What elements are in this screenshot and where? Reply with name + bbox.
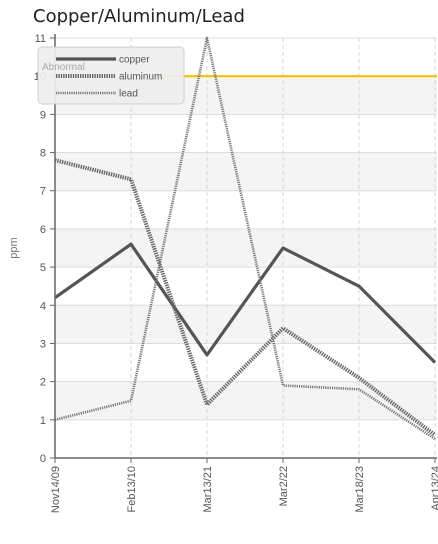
y-tick-label: 3 bbox=[40, 338, 46, 350]
legend: Abnormal copper aluminum lead bbox=[37, 46, 185, 105]
y-tick-label: 2 bbox=[40, 377, 46, 389]
legend-label-copper: copper bbox=[119, 55, 150, 66]
y-tick-label: 1 bbox=[40, 415, 46, 427]
y-tick-label: 6 bbox=[40, 224, 46, 236]
background-band bbox=[55, 381, 437, 420]
y-tick-label: 11 bbox=[35, 33, 46, 45]
x-tick-label: Mar2/22 bbox=[278, 466, 290, 506]
background-bands bbox=[55, 76, 437, 420]
legend-box bbox=[37, 46, 185, 105]
background-band bbox=[55, 152, 437, 191]
background-band bbox=[55, 228, 437, 268]
y-tick-label: 8 bbox=[40, 148, 46, 160]
y-tick-label: 5 bbox=[40, 262, 46, 274]
x-tick-label: Nov14/09 bbox=[50, 466, 62, 513]
y-tick-label: 0 bbox=[40, 453, 46, 465]
x-tick-label: Feb13/10 bbox=[126, 466, 138, 512]
x-tick-label: Apr13/24 bbox=[430, 466, 438, 511]
series-layer bbox=[54, 36, 437, 440]
chart-title: Copper/Aluminum/Lead bbox=[33, 6, 245, 27]
legend-label-aluminum: aluminum bbox=[119, 72, 162, 83]
y-tick-label: 7 bbox=[40, 186, 46, 198]
series-line-aluminum bbox=[54, 158, 437, 437]
y-tick-label: 4 bbox=[40, 300, 46, 312]
background-band bbox=[55, 305, 437, 344]
axes-layer: 01234567891011Nov14/09Feb13/10Mar13/21Ma… bbox=[8, 33, 438, 513]
legend-abnormal-label: Abnormal bbox=[42, 62, 85, 73]
y-axis-label: ppm bbox=[8, 237, 20, 258]
series-line-lead bbox=[54, 36, 436, 440]
x-tick-label: Mar13/21 bbox=[202, 466, 214, 512]
x-tick-label: Mar18/23 bbox=[354, 466, 366, 512]
legend-label-lead: lead bbox=[119, 89, 138, 100]
y-tick-label: 9 bbox=[40, 109, 46, 121]
series-line-copper bbox=[54, 242, 437, 364]
